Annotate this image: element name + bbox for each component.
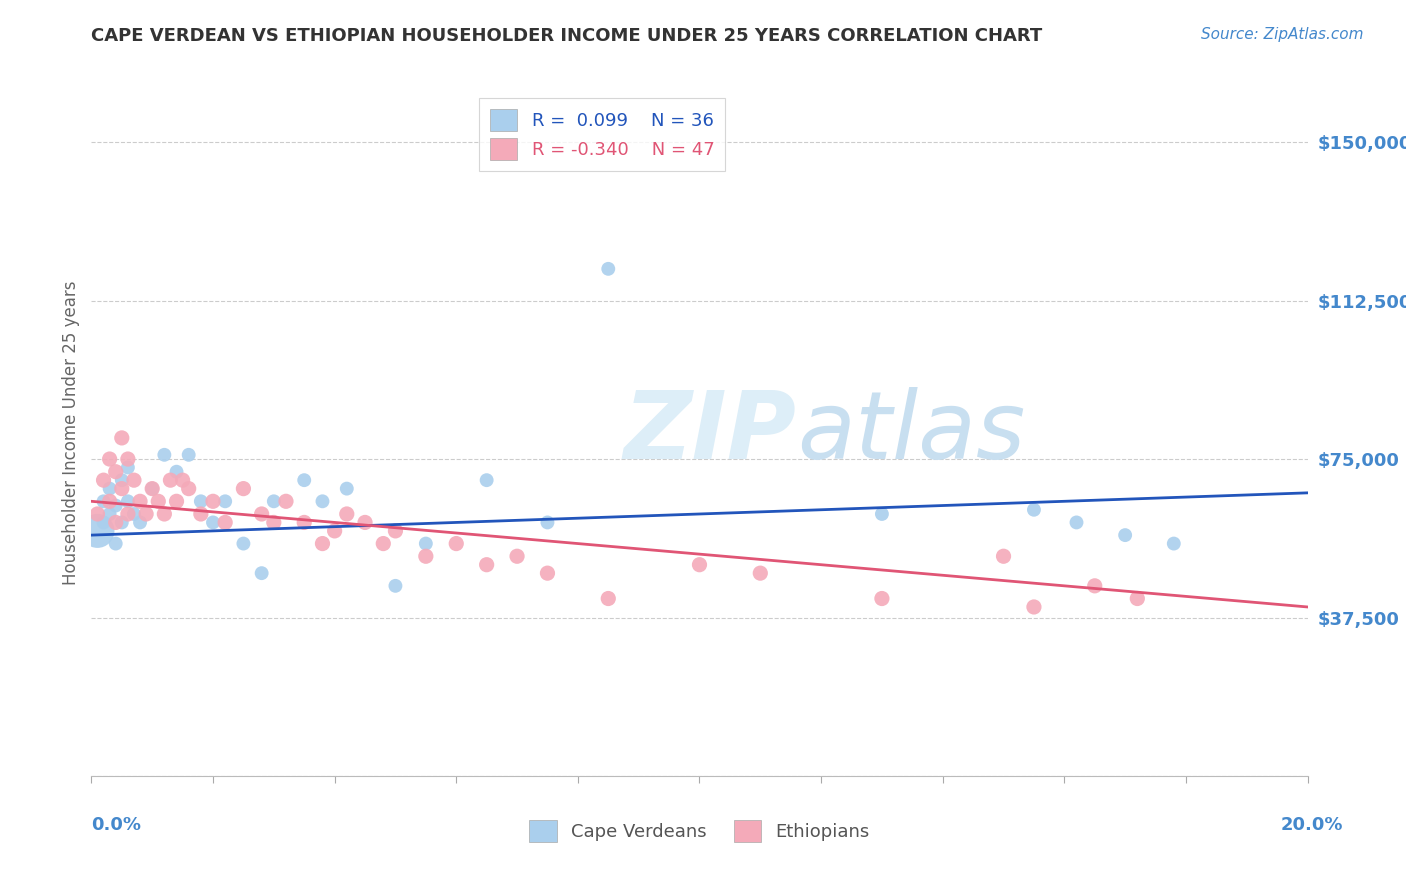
Y-axis label: Householder Income Under 25 years: Householder Income Under 25 years (62, 280, 80, 585)
Point (98, 494, 121, 508)
Point (122, 473, 145, 487)
Point (444, 536, 467, 550)
Point (336, 507, 359, 521)
Point (250, 507, 273, 521)
Point (870, 507, 893, 521)
Point (415, 536, 437, 550)
Point (104, 465, 127, 479)
Point (202, 516, 225, 530)
Point (86, 507, 108, 521)
Point (141, 482, 163, 496)
Point (292, 516, 315, 530)
Point (122, 507, 145, 521)
Point (166, 465, 188, 479)
Point (1022, 599, 1045, 614)
Point (536, 516, 558, 530)
Point (129, 494, 152, 508)
Point (104, 516, 127, 530)
Text: 20.0%: 20.0% (1281, 816, 1343, 834)
Point (166, 494, 188, 508)
Point (177, 482, 200, 496)
Legend: Cape Verdeans, Ethiopians: Cape Verdeans, Ethiopians (522, 813, 877, 849)
Point (384, 579, 406, 593)
Point (93, 473, 115, 487)
Point (1084, 579, 1107, 593)
Point (311, 536, 333, 550)
Point (536, 566, 558, 581)
Point (148, 494, 170, 508)
Point (475, 558, 498, 572)
Point (117, 494, 139, 508)
Point (190, 494, 212, 508)
Text: ZIP: ZIP (624, 386, 797, 479)
Point (117, 507, 139, 521)
Point (104, 499, 127, 513)
Point (274, 494, 297, 508)
Point (111, 516, 134, 530)
Point (214, 516, 236, 530)
Point (135, 507, 157, 521)
Point (111, 431, 134, 445)
Point (98, 482, 121, 496)
Point (373, 536, 395, 550)
Point (93, 494, 115, 508)
Point (104, 536, 127, 550)
Point (202, 494, 225, 508)
Text: atlas: atlas (797, 387, 1025, 478)
Point (117, 452, 139, 467)
Point (1114, 528, 1136, 542)
Point (749, 566, 772, 581)
Point (323, 524, 346, 538)
Point (117, 460, 139, 475)
Point (86, 524, 108, 538)
Point (263, 516, 285, 530)
Text: 0.0%: 0.0% (91, 816, 142, 834)
Point (1163, 536, 1185, 550)
Point (153, 448, 176, 462)
Point (506, 549, 529, 564)
Point (415, 549, 437, 564)
Point (475, 473, 498, 487)
Point (688, 558, 710, 572)
Point (214, 494, 236, 508)
Point (250, 566, 273, 581)
Text: Source: ZipAtlas.com: Source: ZipAtlas.com (1201, 27, 1364, 42)
Point (190, 507, 212, 521)
Point (177, 448, 200, 462)
Point (311, 494, 333, 508)
Point (93, 516, 115, 530)
Point (870, 591, 893, 606)
Point (354, 516, 377, 530)
Point (153, 507, 176, 521)
Point (98, 507, 121, 521)
Point (141, 482, 163, 496)
Point (993, 549, 1015, 564)
Point (1022, 502, 1045, 516)
Point (129, 516, 152, 530)
Point (384, 524, 406, 538)
Point (172, 473, 194, 487)
Point (336, 482, 359, 496)
Point (98, 452, 121, 467)
Point (159, 473, 181, 487)
Point (111, 473, 134, 487)
Point (1126, 591, 1149, 606)
Point (292, 473, 315, 487)
Text: CAPE VERDEAN VS ETHIOPIAN HOUSEHOLDER INCOME UNDER 25 YEARS CORRELATION CHART: CAPE VERDEAN VS ETHIOPIAN HOUSEHOLDER IN… (91, 27, 1043, 45)
Point (232, 536, 254, 550)
Point (1066, 516, 1088, 530)
Point (111, 482, 134, 496)
Point (232, 482, 254, 496)
Point (263, 494, 285, 508)
Point (598, 261, 620, 276)
Point (598, 591, 620, 606)
